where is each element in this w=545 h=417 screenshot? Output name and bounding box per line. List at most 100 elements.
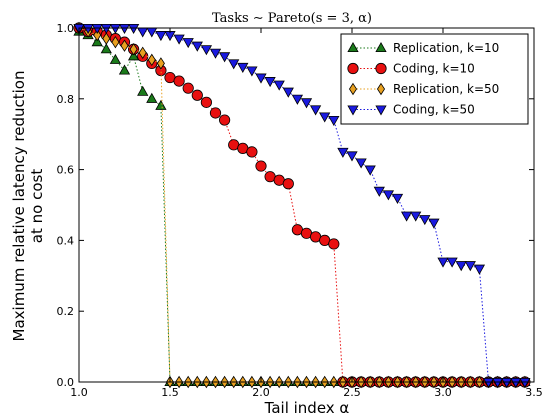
- series-4-point: [246, 66, 258, 77]
- legend: Replication, k=10 Coding, k=10 Replication…: [340, 33, 529, 125]
- x-tick-label: 2.5: [343, 386, 361, 399]
- series-4-point: [373, 186, 385, 197]
- series-1-point: [137, 85, 149, 96]
- series-3-point: [102, 32, 111, 45]
- series-4-point: [437, 257, 449, 268]
- series-4-point: [309, 105, 322, 116]
- legend-marker: [348, 82, 358, 96]
- y-tick-label: 0.2: [57, 305, 75, 318]
- series-1-point: [127, 50, 140, 61]
- series-4-point: [501, 377, 513, 389]
- series-1-point: [91, 36, 103, 47]
- series-3-point: [138, 46, 147, 59]
- series-4-point: [519, 377, 531, 389]
- series-2-point: [209, 107, 222, 119]
- series-4-point: [328, 116, 340, 127]
- series-2-point: [255, 160, 267, 172]
- x-tick-label: 3.0: [434, 386, 452, 399]
- series-3-point: [120, 39, 129, 52]
- series-4-point: [419, 215, 431, 226]
- legend-entry: Coding, k=50: [347, 103, 475, 117]
- series-4-point: [191, 41, 203, 52]
- series-2-point: [218, 114, 231, 126]
- legend-marker: [347, 105, 359, 116]
- plot-frame: [78, 27, 535, 383]
- x-axis-label: Tail index α: [264, 399, 350, 417]
- series-4-point: [218, 52, 231, 63]
- series-4-point: [291, 94, 304, 105]
- series-3-point: [111, 35, 120, 49]
- series-4-point: [282, 87, 294, 98]
- series-4-point: [464, 261, 476, 272]
- legend-entry: Replication, k=10: [347, 41, 499, 55]
- legend-marker: [376, 82, 386, 96]
- series-4-point: [273, 80, 285, 91]
- y-axis-label-line1: Maximum relative latency reduction: [10, 71, 28, 342]
- series-4-point: [237, 62, 249, 73]
- x-tick-label: 1.5: [161, 386, 179, 399]
- axes-layer: 1.0 1.5 2.0 2.5 3.0 3.5 0.0 0.2 0.4 0.6 0.8 1.0: [57, 22, 543, 399]
- series-4-point: [100, 23, 112, 35]
- series-3-point: [93, 28, 102, 42]
- y-axis-label-line2: at no cost: [28, 169, 46, 244]
- y-tick-label: 0.4: [57, 234, 75, 247]
- series-4-point: [346, 151, 358, 162]
- series-4-point: [391, 193, 404, 204]
- series-4-point: [410, 211, 422, 222]
- series-4-point: [228, 59, 240, 70]
- series-4-point: [510, 377, 522, 389]
- series-4-point: [455, 261, 467, 272]
- legend-marker: [375, 41, 387, 53]
- series-4-point: [118, 23, 131, 35]
- legend-marker: [347, 41, 359, 53]
- series-4-point: [255, 73, 267, 84]
- series-4-point: [300, 98, 313, 109]
- series-4-point: [209, 48, 222, 59]
- series-2-point: [282, 178, 294, 190]
- series-1-point: [146, 92, 158, 103]
- x-tick-label: 3.5: [525, 386, 543, 399]
- y-tick-label: 0.6: [57, 164, 75, 177]
- series-4: [73, 23, 531, 389]
- series-2-point: [328, 238, 340, 250]
- series-1-point: [155, 99, 167, 110]
- series-4-point: [109, 23, 122, 35]
- chart-title: Tasks ∼ Pareto(s = 3, α): [212, 11, 372, 26]
- series-4-point: [364, 165, 376, 176]
- series-4-point: [182, 38, 194, 49]
- series-2-point: [173, 75, 185, 87]
- x-tick-label: 2.0: [252, 386, 270, 399]
- legend-entry: Coding, k=10: [347, 62, 475, 76]
- series-4-point: [446, 257, 458, 268]
- legend-label: Replication, k=50: [393, 82, 499, 96]
- series-4-point: [428, 218, 440, 229]
- legend-label: Coding, k=10: [393, 62, 475, 76]
- series-1-point: [100, 43, 112, 54]
- legend-marker: [375, 62, 387, 75]
- legend-entry: Replication, k=50: [348, 82, 499, 96]
- series-4-point: [473, 264, 486, 275]
- y-tick-label: 0.0: [57, 376, 75, 389]
- series-2-point: [246, 146, 258, 158]
- legend-box: [340, 33, 529, 125]
- series-1-point: [118, 64, 131, 75]
- series-1-point: [109, 53, 122, 64]
- legend-label: Replication, k=10: [393, 41, 499, 55]
- y-tick-label: 0.8: [57, 93, 75, 106]
- series-4-point: [155, 31, 167, 42]
- series-4-point: [355, 158, 367, 169]
- series-4-point: [82, 23, 94, 35]
- series-4-point: [200, 45, 213, 56]
- series-4-point: [400, 211, 413, 222]
- series-4-point: [173, 34, 185, 45]
- series-3-point: [147, 53, 156, 67]
- series-4-point: [127, 23, 140, 35]
- series-4-point: [91, 23, 103, 35]
- legend-marker: [375, 105, 387, 116]
- series-3-point: [156, 57, 165, 70]
- series-2-point: [155, 64, 167, 77]
- series-4-point: [382, 190, 395, 201]
- legend-label: Coding, k=50: [393, 103, 475, 117]
- series-4-point: [482, 377, 495, 389]
